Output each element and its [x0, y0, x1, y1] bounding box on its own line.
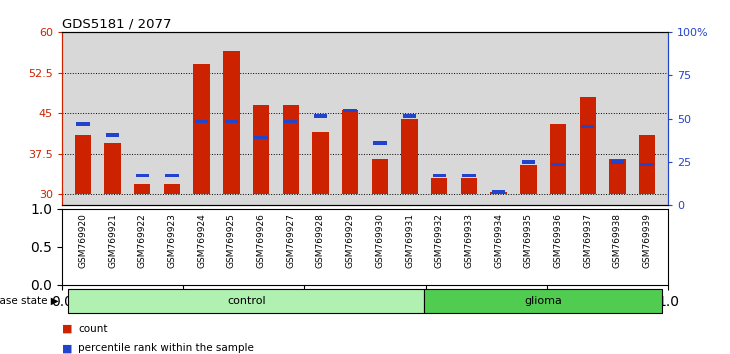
Bar	[402, 119, 418, 194]
Bar	[164, 184, 180, 194]
Bar	[492, 190, 505, 194]
Text: GSM769939: GSM769939	[642, 213, 652, 268]
Bar	[253, 105, 269, 194]
Bar	[551, 163, 565, 166]
Text: GSM769937: GSM769937	[583, 213, 592, 268]
Text: GSM769922: GSM769922	[138, 213, 147, 268]
Bar	[433, 174, 446, 177]
Bar	[223, 51, 239, 194]
Bar	[225, 120, 238, 123]
Text: GSM769924: GSM769924	[197, 213, 206, 268]
Bar	[344, 109, 357, 112]
Text: GSM769923: GSM769923	[167, 213, 177, 268]
Bar	[104, 143, 120, 194]
Bar	[283, 105, 299, 194]
Text: GSM769933: GSM769933	[464, 213, 474, 268]
Bar	[284, 120, 297, 123]
Bar	[314, 114, 327, 118]
Text: GSM769928: GSM769928	[316, 213, 325, 268]
Bar	[431, 178, 447, 194]
Bar	[312, 132, 328, 194]
Bar	[68, 289, 424, 313]
Bar	[610, 159, 626, 194]
Bar	[136, 174, 149, 177]
Bar	[74, 135, 91, 194]
Text: GDS5181 / 2077: GDS5181 / 2077	[62, 18, 172, 31]
Text: control: control	[227, 296, 266, 306]
Text: GSM769930: GSM769930	[375, 213, 385, 268]
Text: glioma: glioma	[524, 296, 562, 306]
Text: ■: ■	[62, 324, 72, 334]
Bar	[254, 136, 268, 139]
Text: GSM769925: GSM769925	[227, 213, 236, 268]
Bar	[640, 163, 654, 166]
Text: disease state ▶: disease state ▶	[0, 296, 58, 306]
Bar	[372, 159, 388, 194]
Bar	[76, 122, 90, 126]
Bar	[193, 64, 210, 194]
Bar	[195, 120, 208, 123]
Text: GSM769926: GSM769926	[256, 213, 266, 268]
Bar	[342, 110, 358, 194]
Text: percentile rank within the sample: percentile rank within the sample	[78, 343, 254, 353]
Bar	[550, 124, 566, 194]
Text: ■: ■	[62, 343, 72, 353]
Bar	[520, 165, 537, 194]
Bar	[403, 114, 416, 118]
Text: GSM769921: GSM769921	[108, 213, 117, 268]
Bar	[491, 192, 507, 194]
Text: GSM769929: GSM769929	[345, 213, 355, 268]
Bar	[461, 178, 477, 194]
Bar	[522, 160, 535, 164]
Bar	[134, 184, 150, 194]
Bar	[373, 141, 386, 145]
Bar	[580, 97, 596, 194]
Text: GSM769938: GSM769938	[613, 213, 622, 268]
Bar	[165, 174, 179, 177]
Text: GSM769932: GSM769932	[435, 213, 444, 268]
Bar	[639, 135, 656, 194]
Text: GSM769920: GSM769920	[78, 213, 88, 268]
Text: count: count	[78, 324, 107, 334]
Bar	[106, 133, 119, 137]
Text: GSM769931: GSM769931	[405, 213, 414, 268]
Bar	[581, 125, 594, 129]
Bar	[611, 160, 624, 164]
Text: GSM769936: GSM769936	[553, 213, 563, 268]
Text: GSM769935: GSM769935	[524, 213, 533, 268]
Text: GSM769927: GSM769927	[286, 213, 295, 268]
Bar	[462, 174, 476, 177]
Text: GSM769934: GSM769934	[494, 213, 503, 268]
Bar	[424, 289, 662, 313]
